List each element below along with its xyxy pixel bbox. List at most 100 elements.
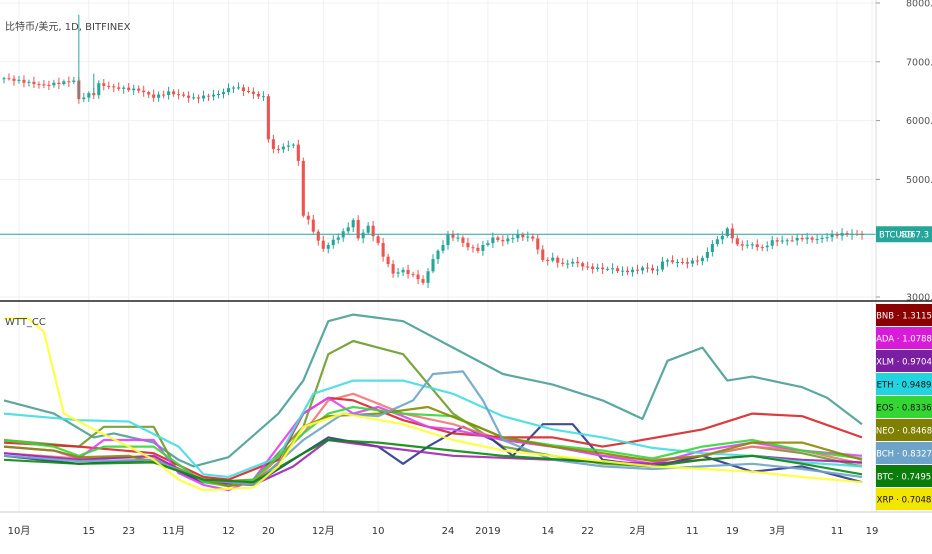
- candle-body[interactable]: [406, 269, 410, 275]
- candle-body[interactable]: [132, 88, 136, 91]
- candle-body[interactable]: [206, 95, 211, 97]
- candle-body[interactable]: [301, 160, 305, 216]
- candle-body[interactable]: [147, 92, 151, 95]
- indicator-badge[interactable]: [876, 396, 932, 418]
- candle-body[interactable]: [456, 237, 460, 239]
- candle-body[interactable]: [680, 262, 684, 264]
- candle-body[interactable]: [735, 238, 739, 245]
- candle-body[interactable]: [506, 238, 510, 242]
- candle-body[interactable]: [152, 94, 156, 98]
- indicator-badge[interactable]: [876, 350, 932, 372]
- indicator-badge[interactable]: [876, 327, 932, 349]
- candle-body[interactable]: [321, 240, 325, 249]
- candle-body[interactable]: [356, 220, 360, 239]
- candle-body[interactable]: [511, 238, 515, 240]
- candle-body[interactable]: [626, 270, 630, 273]
- candle-body[interactable]: [296, 144, 300, 161]
- candle-body[interactable]: [286, 145, 290, 147]
- candle-body[interactable]: [291, 144, 295, 146]
- candle-body[interactable]: [775, 240, 779, 242]
- candle-body[interactable]: [62, 81, 66, 85]
- indicator-line-xrp[interactable]: [4, 317, 863, 492]
- candle-body[interactable]: [177, 94, 181, 96]
- price-pane[interactable]: [0, 14, 876, 288]
- candle-body[interactable]: [750, 244, 754, 246]
- candle-body[interactable]: [87, 93, 91, 98]
- candle-body[interactable]: [326, 245, 330, 249]
- candle-body[interactable]: [117, 87, 121, 89]
- candle-body[interactable]: [780, 240, 784, 242]
- candle-body[interactable]: [236, 87, 241, 89]
- candle-body[interactable]: [82, 97, 86, 100]
- candle-body[interactable]: [770, 240, 774, 246]
- candle-body[interactable]: [361, 232, 365, 239]
- candle-body[interactable]: [740, 244, 744, 246]
- candle-body[interactable]: [396, 272, 400, 274]
- candle-body[interactable]: [142, 90, 146, 93]
- candle-body[interactable]: [391, 264, 395, 274]
- candle-body[interactable]: [631, 269, 635, 273]
- candle-body[interactable]: [401, 269, 405, 273]
- candle-body[interactable]: [97, 83, 101, 96]
- candle-body[interactable]: [261, 96, 265, 98]
- candle-body[interactable]: [635, 269, 640, 271]
- candle-body[interactable]: [451, 234, 455, 238]
- candle-body[interactable]: [536, 238, 540, 250]
- candle-body[interactable]: [192, 97, 196, 99]
- candle-body[interactable]: [2, 78, 6, 80]
- candle-body[interactable]: [760, 247, 764, 249]
- indicator-line-eth[interactable]: [3, 379, 863, 479]
- candle-body[interactable]: [221, 92, 226, 94]
- indicator-line-teal-top[interactable]: [3, 313, 863, 468]
- candle-body[interactable]: [366, 225, 370, 233]
- candle-body[interactable]: [376, 236, 380, 244]
- candle-body[interactable]: [351, 220, 355, 228]
- candle-body[interactable]: [551, 257, 555, 261]
- candle-body[interactable]: [311, 219, 315, 232]
- candle-body[interactable]: [211, 94, 216, 97]
- candle-body[interactable]: [685, 262, 689, 264]
- candle-body[interactable]: [256, 93, 260, 97]
- candle-body[interactable]: [496, 237, 500, 240]
- candle-body[interactable]: [431, 259, 435, 272]
- candle-body[interactable]: [616, 268, 620, 272]
- candle-body[interactable]: [122, 87, 126, 89]
- candle-body[interactable]: [436, 250, 440, 260]
- candle-body[interactable]: [167, 91, 171, 96]
- candle-body[interactable]: [306, 215, 310, 220]
- candle-body[interactable]: [591, 266, 595, 270]
- candle-body[interactable]: [655, 269, 660, 271]
- indicator-badge[interactable]: [876, 442, 932, 464]
- candle-body[interactable]: [461, 237, 465, 243]
- candle-body[interactable]: [516, 234, 520, 239]
- candle-body[interactable]: [92, 93, 96, 96]
- indicator-line-eos[interactable]: [3, 405, 863, 488]
- indicator-line-bnb[interactable]: [3, 396, 863, 481]
- candle-body[interactable]: [271, 139, 275, 149]
- candle-body[interactable]: [745, 244, 749, 246]
- candle-body[interactable]: [421, 279, 425, 283]
- candle-body[interactable]: [501, 239, 505, 242]
- candle-body[interactable]: [526, 236, 530, 238]
- candle-body[interactable]: [606, 268, 610, 270]
- candle-body[interactable]: [755, 244, 759, 248]
- candle-body[interactable]: [216, 93, 221, 95]
- candle-body[interactable]: [47, 84, 51, 86]
- candle-body[interactable]: [57, 82, 61, 85]
- candle-body[interactable]: [471, 247, 475, 249]
- candle-body[interactable]: [346, 227, 350, 232]
- candle-body[interactable]: [231, 87, 236, 89]
- candle-body[interactable]: [42, 84, 46, 86]
- candle-body[interactable]: [476, 247, 480, 251]
- candle-body[interactable]: [266, 96, 270, 140]
- indicator-badge[interactable]: [876, 465, 932, 487]
- candle-body[interactable]: [137, 88, 141, 91]
- candle-body[interactable]: [32, 81, 36, 85]
- candle-body[interactable]: [67, 81, 71, 83]
- candle-body[interactable]: [331, 239, 335, 246]
- candle-body[interactable]: [675, 262, 679, 264]
- candle-body[interactable]: [411, 274, 415, 276]
- candle-body[interactable]: [665, 260, 670, 262]
- candle-body[interactable]: [795, 238, 799, 241]
- candle-body[interactable]: [12, 78, 16, 81]
